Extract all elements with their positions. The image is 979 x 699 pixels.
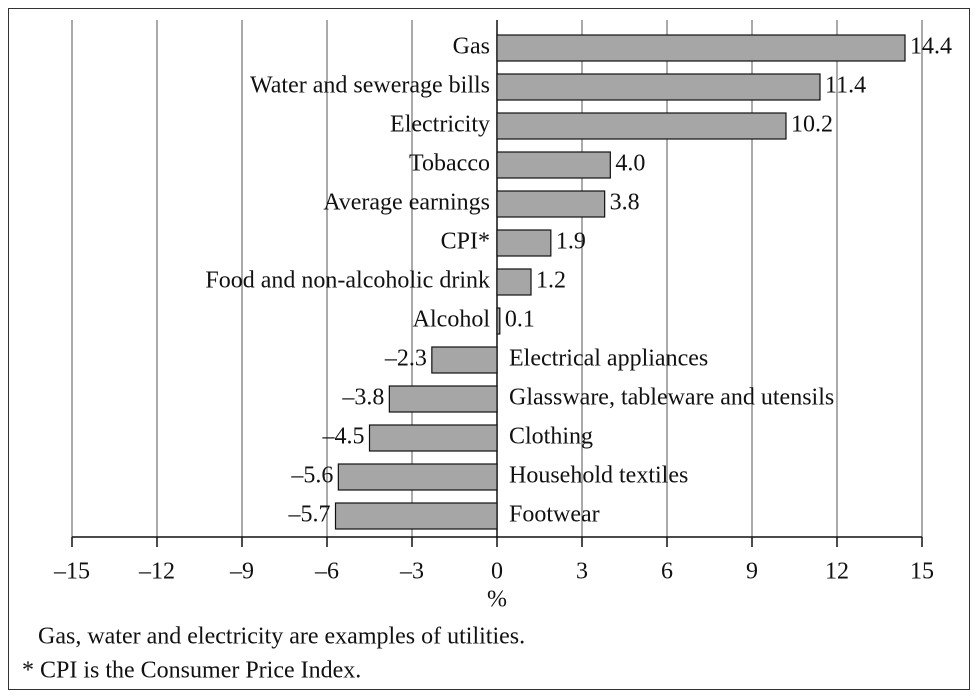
category-label: Tobacco xyxy=(409,151,490,177)
bar xyxy=(496,34,906,62)
bar xyxy=(388,385,498,413)
x-tick-label: –9 xyxy=(229,559,254,585)
x-tick-label: –15 xyxy=(53,559,90,585)
value-label: 1.9 xyxy=(556,229,586,255)
category-label: Food and non-alcoholic drink xyxy=(205,268,490,294)
footnote: * CPI is the Consumer Price Index. xyxy=(22,658,361,684)
value-label: 11.4 xyxy=(825,73,866,99)
value-label: 10.2 xyxy=(791,112,833,138)
bar xyxy=(431,346,498,374)
bar xyxy=(496,151,611,179)
bar xyxy=(496,268,532,296)
x-tick-label: 0 xyxy=(491,559,503,585)
x-tick-label: –12 xyxy=(138,559,175,585)
category-label: CPI* xyxy=(441,229,490,255)
x-tick-label: 9 xyxy=(746,559,758,585)
bar xyxy=(334,502,498,530)
category-label: Glassware, tableware and utensils xyxy=(509,385,834,411)
value-label: 14.4 xyxy=(910,34,952,60)
x-tick-label: 3 xyxy=(576,559,588,585)
footnote: Gas, water and electricity are examples … xyxy=(38,624,525,650)
bar xyxy=(496,73,821,101)
category-label: Water and sewerage bills xyxy=(250,73,490,99)
category-label: Household textiles xyxy=(509,463,688,489)
x-tick-label: 12 xyxy=(825,559,849,585)
bar xyxy=(496,229,552,257)
x-axis-label: % xyxy=(487,587,507,613)
x-tick-label: 15 xyxy=(910,559,934,585)
x-tick-label: 6 xyxy=(661,559,673,585)
bar xyxy=(337,463,498,491)
bar xyxy=(496,307,501,335)
value-label: –5.7 xyxy=(288,502,331,528)
value-label: –2.3 xyxy=(384,346,427,372)
value-label: 1.2 xyxy=(536,268,566,294)
category-label: Electrical appliances xyxy=(509,346,708,372)
x-tick-label: –6 xyxy=(314,559,339,585)
value-label: –5.6 xyxy=(290,463,333,489)
category-label: Average earnings xyxy=(323,190,490,216)
value-label: –4.5 xyxy=(322,424,365,450)
bar xyxy=(496,190,606,218)
value-label: 4.0 xyxy=(615,151,645,177)
category-label: Clothing xyxy=(509,424,593,450)
category-label: Electricity xyxy=(390,112,490,138)
value-label: 0.1 xyxy=(505,307,535,333)
category-label: Alcohol xyxy=(413,307,491,333)
bar xyxy=(496,112,787,140)
bar xyxy=(368,424,498,452)
x-tick-label: –3 xyxy=(399,559,424,585)
value-label: 3.8 xyxy=(610,190,640,216)
frame xyxy=(8,8,970,690)
category-label: Gas xyxy=(453,34,490,60)
value-label: –3.8 xyxy=(341,385,384,411)
category-label: Footwear xyxy=(509,502,600,528)
